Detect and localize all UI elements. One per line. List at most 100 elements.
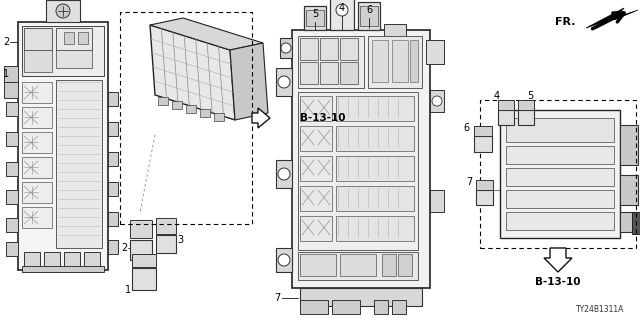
Bar (330, 0, 354, 30)
Bar (298, 92, 418, 250)
Bar (22, 26, 104, 76)
Bar (276, 248, 292, 272)
Bar (22, 157, 52, 178)
Bar (108, 182, 118, 196)
Bar (214, 113, 224, 121)
Circle shape (432, 96, 442, 106)
Text: 5: 5 (527, 91, 533, 101)
Text: 6: 6 (366, 5, 372, 15)
Bar (430, 190, 444, 212)
Bar (474, 126, 492, 136)
Bar (200, 109, 210, 117)
Circle shape (281, 43, 291, 53)
Circle shape (278, 76, 290, 88)
Bar (620, 175, 638, 205)
Bar (300, 126, 332, 151)
Bar (108, 240, 118, 254)
Bar (120, 12, 252, 224)
Bar (480, 100, 636, 248)
Bar (298, 252, 418, 280)
Bar (340, 38, 358, 60)
Bar (172, 101, 182, 109)
Bar (632, 212, 640, 234)
Bar (186, 105, 196, 113)
Bar (64, 32, 74, 44)
Circle shape (56, 4, 70, 18)
Bar (22, 207, 52, 228)
Bar (300, 288, 422, 306)
Bar (506, 118, 614, 142)
Bar (476, 190, 493, 205)
Bar (300, 38, 318, 60)
Polygon shape (150, 25, 235, 120)
Bar (4, 82, 18, 98)
Bar (320, 62, 338, 84)
Text: 4: 4 (339, 3, 345, 13)
Bar (392, 40, 408, 82)
Text: 3: 3 (60, 0, 66, 1)
Bar (360, 6, 378, 26)
Bar (620, 125, 638, 165)
Bar (22, 266, 104, 272)
Bar (306, 10, 324, 26)
Bar (506, 168, 614, 186)
Bar (340, 254, 376, 276)
Bar (24, 28, 52, 50)
Text: 7: 7 (466, 177, 472, 187)
Polygon shape (150, 18, 263, 50)
Bar (336, 126, 414, 151)
Bar (506, 190, 614, 208)
Bar (300, 62, 318, 84)
Text: TY24B1311A: TY24B1311A (576, 306, 624, 315)
Bar (300, 96, 332, 121)
Bar (108, 92, 118, 106)
Bar (84, 252, 100, 268)
Text: 6: 6 (464, 123, 470, 133)
Bar (382, 254, 396, 276)
Bar (108, 122, 118, 136)
Bar (474, 136, 492, 152)
Text: 1: 1 (3, 69, 9, 79)
Bar (506, 212, 614, 230)
Bar (130, 220, 152, 238)
Bar (6, 190, 18, 204)
Bar (500, 110, 620, 238)
Bar (108, 152, 118, 166)
Polygon shape (252, 108, 270, 128)
Bar (372, 40, 388, 82)
Bar (292, 30, 430, 288)
Bar (132, 268, 156, 290)
Bar (336, 216, 414, 241)
Bar (22, 132, 52, 153)
Circle shape (336, 4, 348, 16)
Bar (498, 110, 514, 125)
Circle shape (278, 168, 290, 180)
Bar (300, 156, 332, 181)
Bar (18, 22, 108, 270)
Bar (300, 216, 332, 241)
Text: 4: 4 (494, 91, 500, 101)
Bar (22, 107, 52, 128)
Bar (156, 218, 176, 234)
Bar (276, 68, 292, 96)
Bar (620, 212, 638, 232)
Bar (6, 162, 18, 176)
Text: 7: 7 (274, 293, 280, 303)
Bar (130, 240, 152, 260)
Bar (108, 212, 118, 226)
Bar (64, 252, 80, 268)
Bar (506, 146, 614, 164)
Bar (476, 180, 493, 190)
Bar (56, 80, 102, 248)
Text: B-13-10: B-13-10 (300, 113, 346, 123)
Bar (44, 252, 60, 268)
Circle shape (278, 254, 290, 266)
Bar (320, 38, 338, 60)
Bar (6, 102, 18, 116)
Bar (426, 40, 444, 64)
Bar (22, 182, 52, 203)
Bar (280, 38, 292, 58)
Bar (392, 300, 406, 314)
Bar (46, 0, 80, 22)
Bar (430, 90, 444, 112)
